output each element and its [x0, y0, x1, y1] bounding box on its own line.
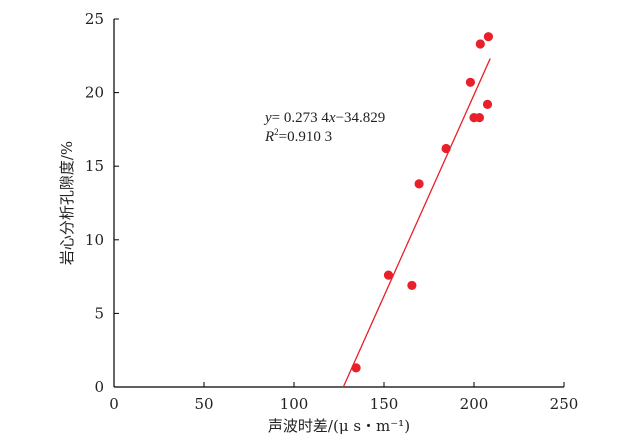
data-points	[351, 32, 493, 373]
x-tick-label: 150	[370, 395, 399, 413]
y-axis-title: 岩心分析孔隙度/%	[58, 141, 76, 265]
y-tick-label: 5	[94, 304, 104, 322]
x-tick-label: 100	[280, 395, 309, 413]
y-tick-label: 20	[85, 84, 104, 102]
equation-y-var: y	[263, 110, 272, 126]
data-point	[465, 77, 475, 87]
data-point	[383, 270, 394, 280]
data-point	[474, 113, 484, 123]
equation-intercept: −34.829	[336, 110, 386, 126]
plot-area	[113, 19, 564, 388]
equation-x-var: x	[328, 110, 336, 126]
x-tick-label: 250	[550, 395, 579, 413]
trendline-path	[342, 58, 491, 388]
x-tick-label: 50	[194, 395, 213, 413]
x-tick-label: 0	[109, 395, 119, 413]
r-squared-letter: R	[264, 129, 274, 145]
trendline	[342, 58, 491, 388]
data-point	[483, 32, 493, 42]
equation-coefficient: = 0.273 4	[272, 110, 330, 126]
y-tick-label: 0	[94, 378, 104, 396]
y-tick-label: 15	[85, 157, 104, 175]
x-tick-label: 200	[460, 395, 489, 413]
data-point	[351, 363, 361, 373]
r-squared-value: =0.910 3	[279, 129, 332, 145]
r-squared-superscript: 2	[274, 127, 279, 137]
data-point	[414, 179, 424, 189]
y-tick-label: 10	[85, 231, 104, 249]
x-ticks: 0 50 100 150 200 250	[109, 382, 578, 413]
x-axis-title: 声波时差/(μ s・m⁻¹)	[268, 417, 410, 435]
data-point	[407, 280, 417, 291]
data-point	[441, 143, 451, 154]
y-ticks: 0 5 10 15 20 25	[85, 10, 119, 396]
data-point	[482, 99, 493, 109]
y-tick-label: 25	[85, 10, 104, 28]
r-squared-annotation: R2=0.910 3	[264, 127, 332, 145]
equation-annotation: y= 0.273 4x−34.829	[263, 110, 385, 126]
data-point	[475, 39, 485, 49]
